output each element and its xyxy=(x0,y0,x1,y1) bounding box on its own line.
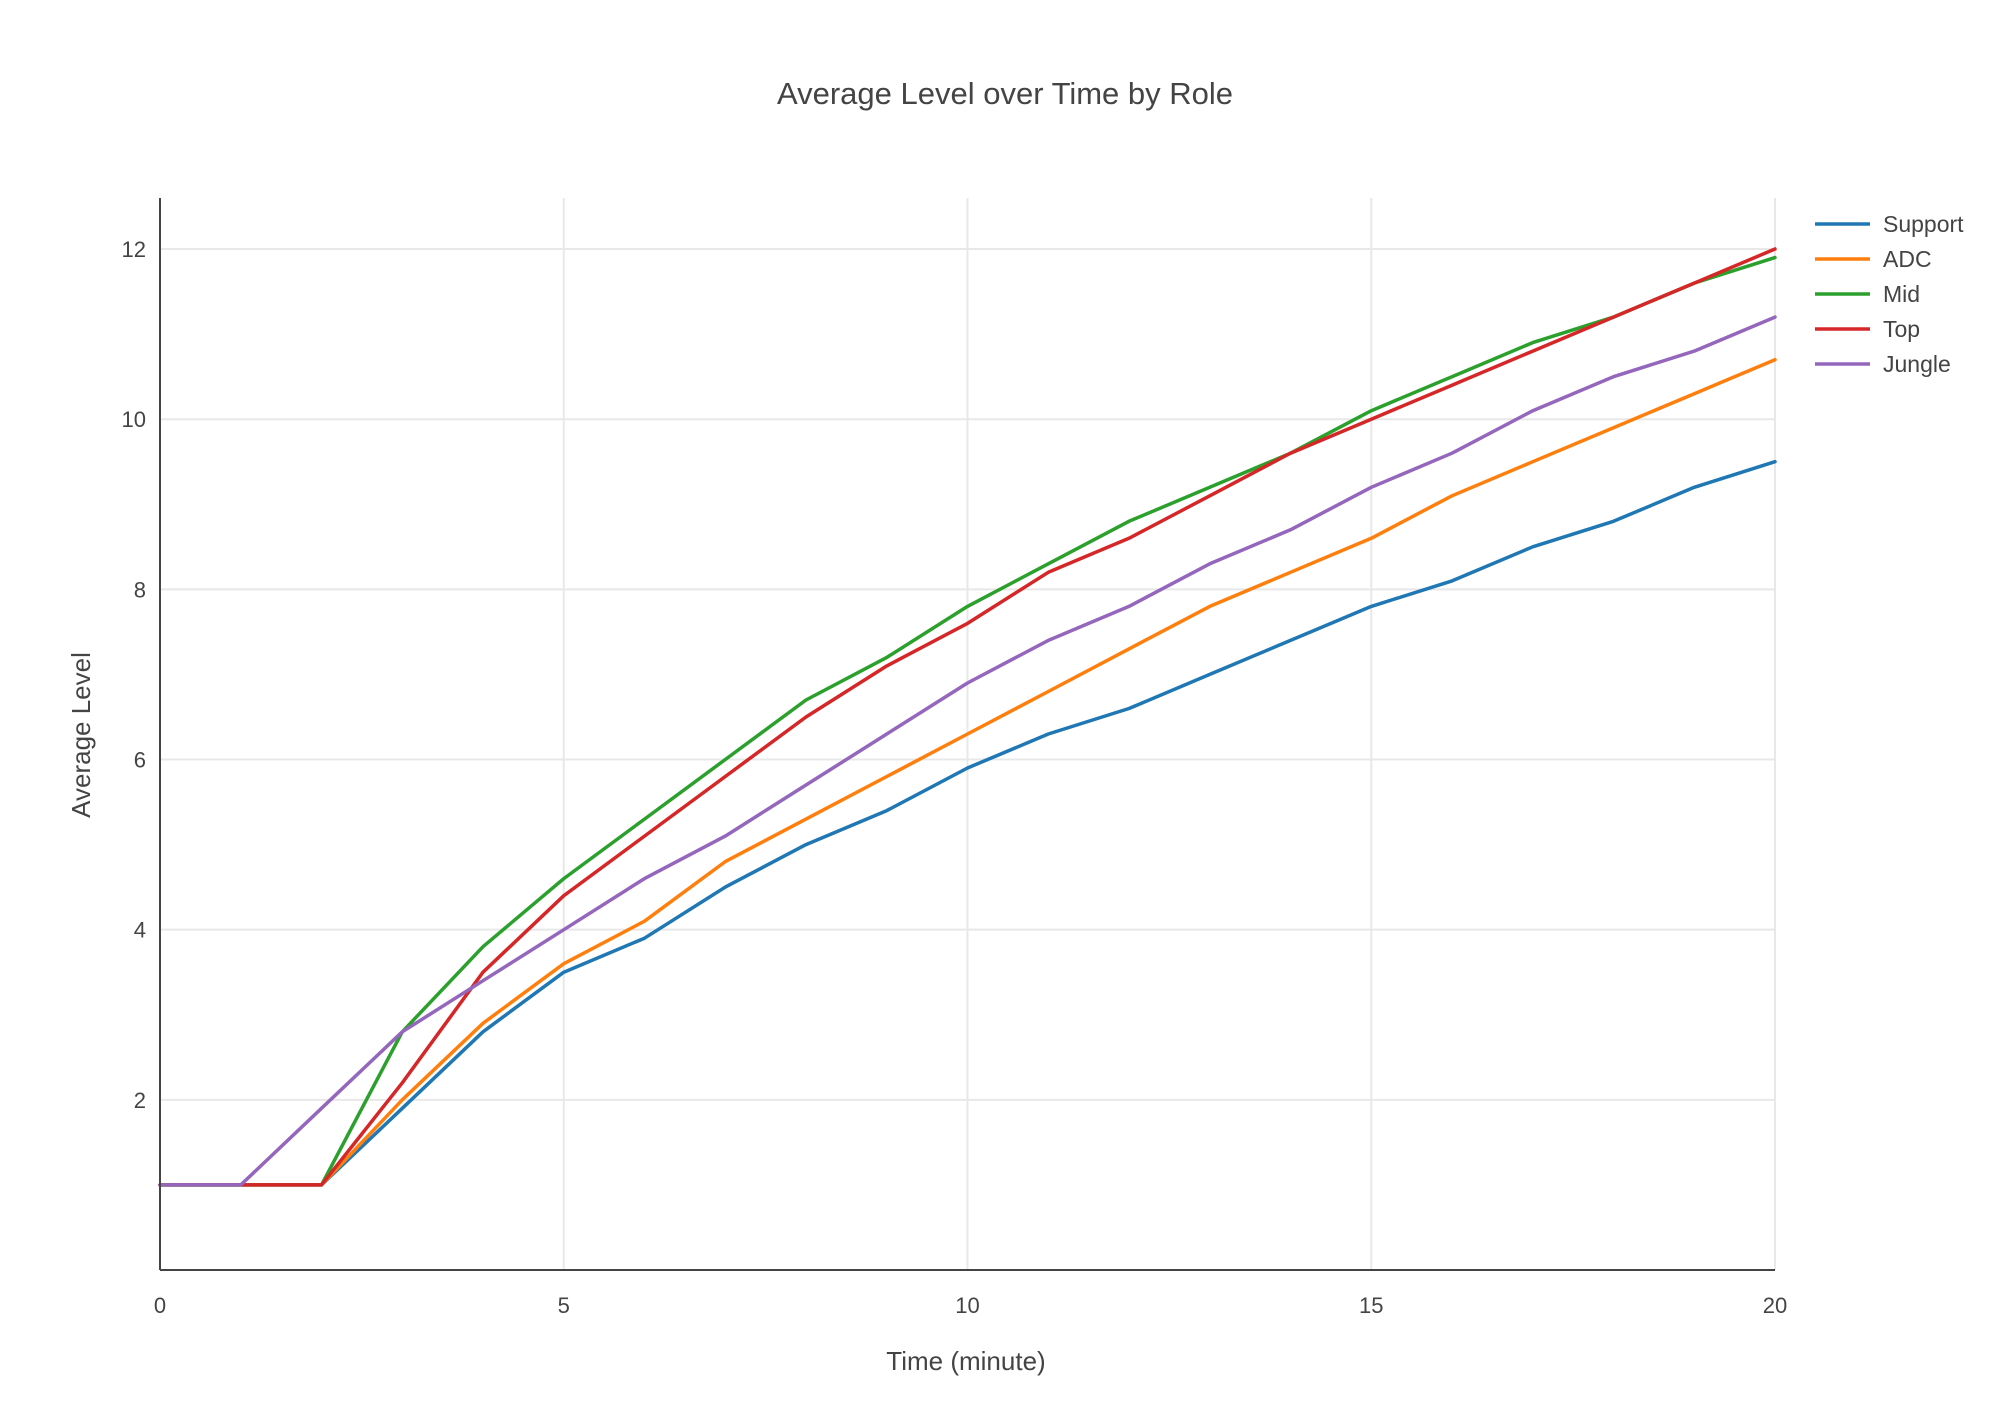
gridlines xyxy=(160,198,1776,1270)
x-tick-label: 15 xyxy=(1359,1293,1383,1318)
y-tick-label: 2 xyxy=(134,1088,146,1113)
series-line-mid xyxy=(158,255,1777,1187)
legend: Support ADC Mid Top Jungle xyxy=(1815,211,1964,377)
chart-title: Average Level over Time by Role xyxy=(777,76,1233,111)
series-line-top xyxy=(158,247,1777,1187)
legend-item-top[interactable]: Top xyxy=(1815,316,1920,342)
legend-item-mid[interactable]: Mid xyxy=(1815,281,1920,307)
y-tick-label: 4 xyxy=(134,918,146,943)
series-line-adc xyxy=(158,357,1777,1187)
legend-item-jungle[interactable]: Jungle xyxy=(1815,351,1951,377)
legend-label: Mid xyxy=(1883,281,1920,307)
y-tick-label: 10 xyxy=(122,407,146,432)
x-tick-label: 10 xyxy=(955,1293,979,1318)
legend-label: ADC xyxy=(1883,246,1932,272)
y-tick-labels: 2 4 6 8 10 12 xyxy=(122,237,146,1113)
x-gridlines xyxy=(562,198,1776,1270)
legend-label: Jungle xyxy=(1883,351,1951,377)
x-tick-label: 0 xyxy=(154,1293,166,1318)
legend-item-support[interactable]: Support xyxy=(1815,211,1964,237)
y-tick-label: 8 xyxy=(134,577,146,602)
legend-label: Support xyxy=(1883,211,1964,237)
y-axis-title: Average Level xyxy=(66,652,96,818)
x-tick-label: 5 xyxy=(558,1293,570,1318)
legend-item-adc[interactable]: ADC xyxy=(1815,246,1932,272)
legend-label: Top xyxy=(1883,316,1920,342)
x-tick-label: 20 xyxy=(1763,1293,1787,1318)
y-tick-label: 12 xyxy=(122,237,146,262)
series-line-jungle xyxy=(158,315,1777,1187)
plot-series-lines xyxy=(158,247,1777,1187)
series-line-support xyxy=(158,459,1777,1187)
x-axis-title: Time (minute) xyxy=(886,1346,1045,1376)
x-tick-labels: 0 5 10 15 20 xyxy=(154,1293,1787,1318)
y-tick-label: 6 xyxy=(134,748,146,773)
